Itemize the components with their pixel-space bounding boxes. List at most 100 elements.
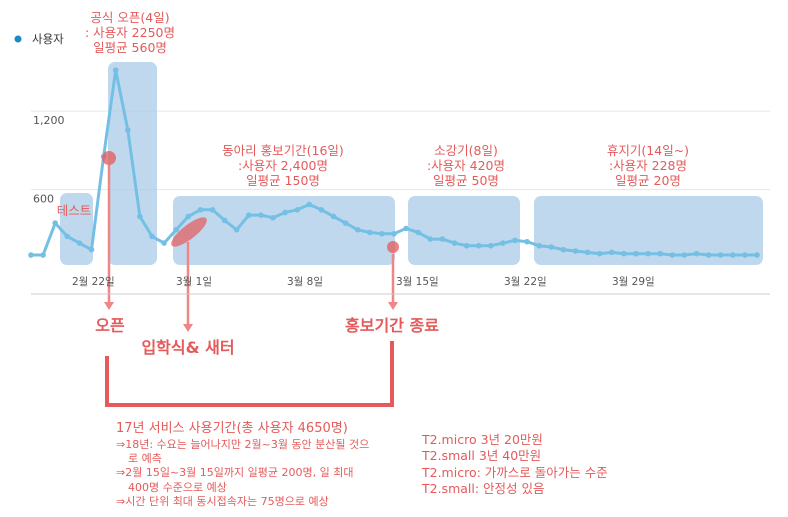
period-box [173,196,395,265]
y-tick-label: 1,200 [33,114,65,127]
period-label: 동아리 홍보기간(16일) [222,143,344,158]
period-label: :사용자 2,400명 [238,158,328,173]
data-point [258,212,264,218]
period-box [534,196,763,265]
data-point [717,252,724,258]
data-point [112,67,119,73]
marker-arrowhead [183,324,193,332]
data-point [693,250,700,257]
promo-end-highlight [387,241,399,253]
data-point [282,209,288,216]
open-highlight [102,151,116,165]
period-label: 공식 오픈(4일) [90,10,169,25]
data-point [705,252,712,258]
data-point [149,233,155,240]
data-point [451,240,458,246]
x-tick-label: 2월 22일 [72,275,115,288]
period-label: : 사용자 2250명 [85,25,175,40]
summary-line: ⇒2월 15일~3월 15일까지 일평균 200명, 일 최대 [116,466,354,480]
marker-arrowhead [104,302,114,310]
data-point [439,236,446,242]
data-point [88,246,95,253]
data-point [379,230,385,237]
data-point [609,249,615,256]
x-tick-label: 3월 8일 [287,275,323,288]
data-point [330,213,337,220]
data-point [173,226,179,233]
summary-note: 17년 서비스 사용기간(총 사용자 4650명) ⇒18년: 수요는 늘어나지… [116,421,369,509]
period-label: 일평균 560명 [93,40,167,55]
period-label: :사용자 420명 [427,158,505,173]
summary-line: 400명 수준으로 예상 [128,480,227,494]
data-point [463,242,470,249]
data-point [76,240,83,246]
marker-arrowhead [388,302,398,310]
pricing-line: T2.small 3년 40만원 [422,448,542,464]
x-tick-label: 3월 29일 [612,275,655,288]
data-point [403,225,409,232]
data-point [754,252,760,258]
data-point [342,220,349,226]
service-period-bracket [105,341,394,407]
summary-title: 17년 서비스 사용기간(총 사용자 4650명) [116,421,348,436]
period-label: :사용자 228명 [609,158,687,173]
series-line [28,67,760,258]
data-point [596,250,603,257]
data-point [270,214,276,221]
data-point [512,237,518,244]
x-tick-label: 3월 22일 [504,275,547,288]
data-point [197,207,204,213]
marker-label: 입학식& 새터 [141,338,234,357]
legend-label: 사용자 [32,32,64,46]
data-point [125,127,131,133]
period-label: 테스트 [57,203,92,218]
data-point [64,233,71,240]
data-point [524,238,530,245]
period-label: 일평균 50명 [433,173,499,188]
data-point [185,213,192,220]
summary-line: ⇒시간 단위 최대 동시접속자는 75명으로 예상 [116,495,329,509]
data-point [669,252,676,258]
data-point [306,201,313,208]
data-point [354,226,361,233]
period-label: 일평균 150명 [246,173,320,188]
data-point [621,250,627,257]
data-point [294,207,301,213]
data-point [681,252,688,258]
data-point [427,236,434,242]
pricing-line: T2.small: 안정성 있음 [422,480,545,496]
data-point [560,246,567,253]
period-box [408,196,520,265]
data-point [246,212,252,218]
data-point [318,207,325,213]
data-point [391,230,397,237]
data-point [161,240,167,246]
data-point [233,226,240,233]
summary-line: ⇒18년: 수요는 늘어나지만 2월~3월 동안 분산될 것으 [116,437,370,451]
orientation-highlight [171,217,207,247]
period-label: 소강기(8일) [434,143,498,158]
marker-label: 오픈 [95,316,125,335]
data-point [415,229,422,236]
data-point [536,242,542,249]
data-point [221,217,228,224]
period-label: 일평균 20명 [615,173,681,188]
period-label: 휴지기(14일~) [607,143,689,158]
legend: 사용자 [14,32,64,46]
data-point [730,252,736,258]
data-point [645,250,651,257]
x-tick-label: 3월 1일 [176,275,212,288]
legend-marker [14,35,22,43]
data-point [28,252,34,258]
data-point [137,213,143,220]
data-point [633,250,639,257]
pricing-line: T2.micro 3년 20만원 [422,432,543,447]
axes: 1,200 600 2월 22일 3월 1일 3월 8일 3월 15일 3월 22일 3월 2… [31,114,770,295]
data-point [742,252,748,258]
summary-line: 로 예측 [128,452,162,466]
y-tick-label: 600 [33,193,54,206]
data-point [572,248,579,254]
